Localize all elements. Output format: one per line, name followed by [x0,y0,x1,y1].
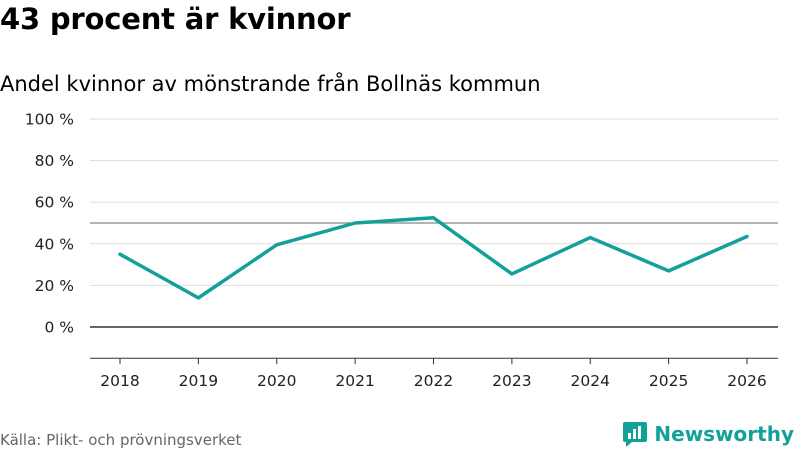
y-tick-label-60: 60 % [35,194,74,212]
chart-title: 43 procent är kvinnor [0,2,351,36]
source-note: Källa: Plikt- och prövningsverket [0,431,242,449]
series-line-0 [118,216,749,300]
x-tick-label-2023: 2023 [492,372,531,390]
chart-subtitle: Andel kvinnor av mönstrande från Bollnäs… [0,72,541,96]
x-tick-label-2021: 2021 [335,372,374,390]
x-tick-label-2026: 2026 [727,372,766,390]
x-tick-label-2018: 2018 [100,372,139,390]
y-tick-label-40: 40 % [35,235,74,253]
y-tick-label-20: 20 % [35,277,74,295]
brand-logo: Newsworthy [622,420,794,448]
x-tick-label-2019: 2019 [179,372,218,390]
grid-lines [90,118,778,328]
y-tick-label-100: 100 % [25,111,74,129]
series-layer [118,216,749,300]
brand-name: Newsworthy [654,422,794,446]
newsworthy-logo-icon [623,422,648,447]
x-tick-label-2022: 2022 [414,372,453,390]
x-tick-label-2024: 2024 [571,372,610,390]
y-tick-label-80: 80 % [35,152,74,170]
x-tick-label-2020: 2020 [257,372,296,390]
y-axis-tick-labels: 0 % 20 % 40 % 60 % 80 % 100 % [25,111,74,337]
y-tick-label-0: 0 % [44,319,74,337]
x-axis: 2018 2019 2020 2021 2022 2023 2024 2025 2026 [90,357,778,390]
line-chart: 0 % 20 % 40 % 60 % 80 % 100 % 2018 2019 2020 202… [25,111,778,390]
x-tick-label-2025: 2025 [649,372,688,390]
